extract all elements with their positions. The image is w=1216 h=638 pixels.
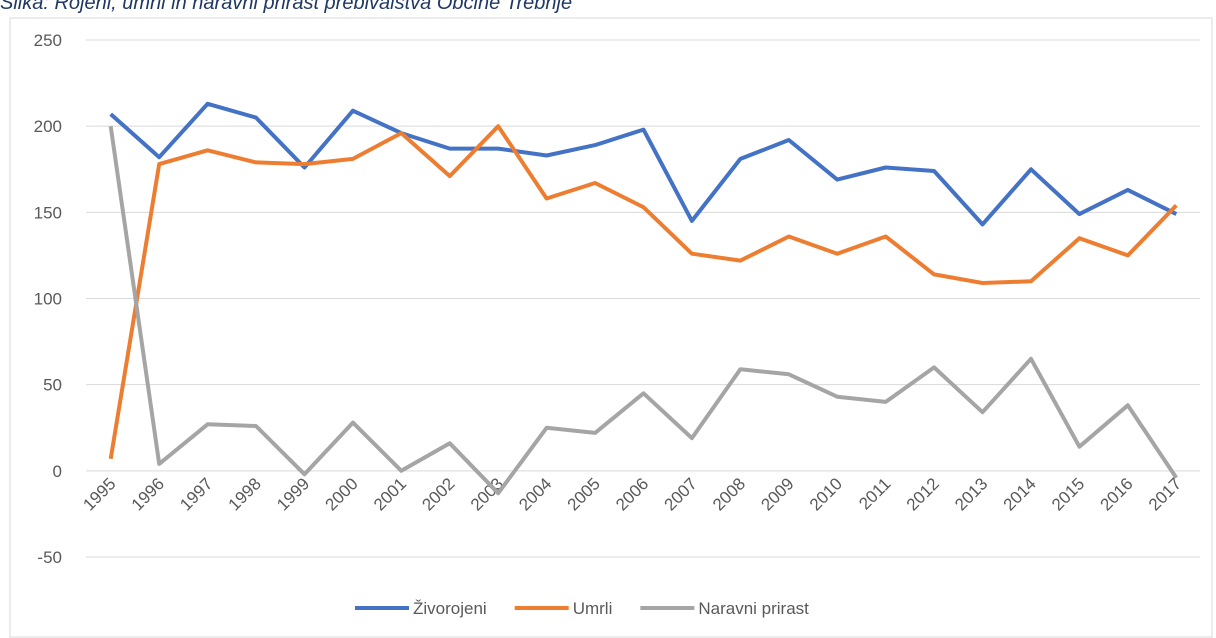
line-series	[108, 124, 1178, 460]
line-series	[108, 125, 1178, 496]
line-series	[109, 101, 1178, 227]
chart-title: Slika: Rojeni, umrli in naravni prirast …	[0, 0, 572, 14]
y-tick-label: 0	[53, 462, 62, 481]
legend-label: Umrli	[573, 599, 613, 618]
legend-label: Naravni prirast	[698, 599, 809, 618]
y-tick-label: 100	[34, 290, 62, 309]
y-tick-label: 150	[34, 203, 62, 222]
y-tick-label: 250	[34, 31, 62, 50]
y-tick-label: 50	[43, 376, 62, 395]
y-tick-label: 200	[34, 117, 62, 136]
legend-label: Živorojeni	[413, 599, 487, 618]
chart-frame	[9, 17, 1213, 638]
y-tick-label: -50	[37, 548, 62, 567]
